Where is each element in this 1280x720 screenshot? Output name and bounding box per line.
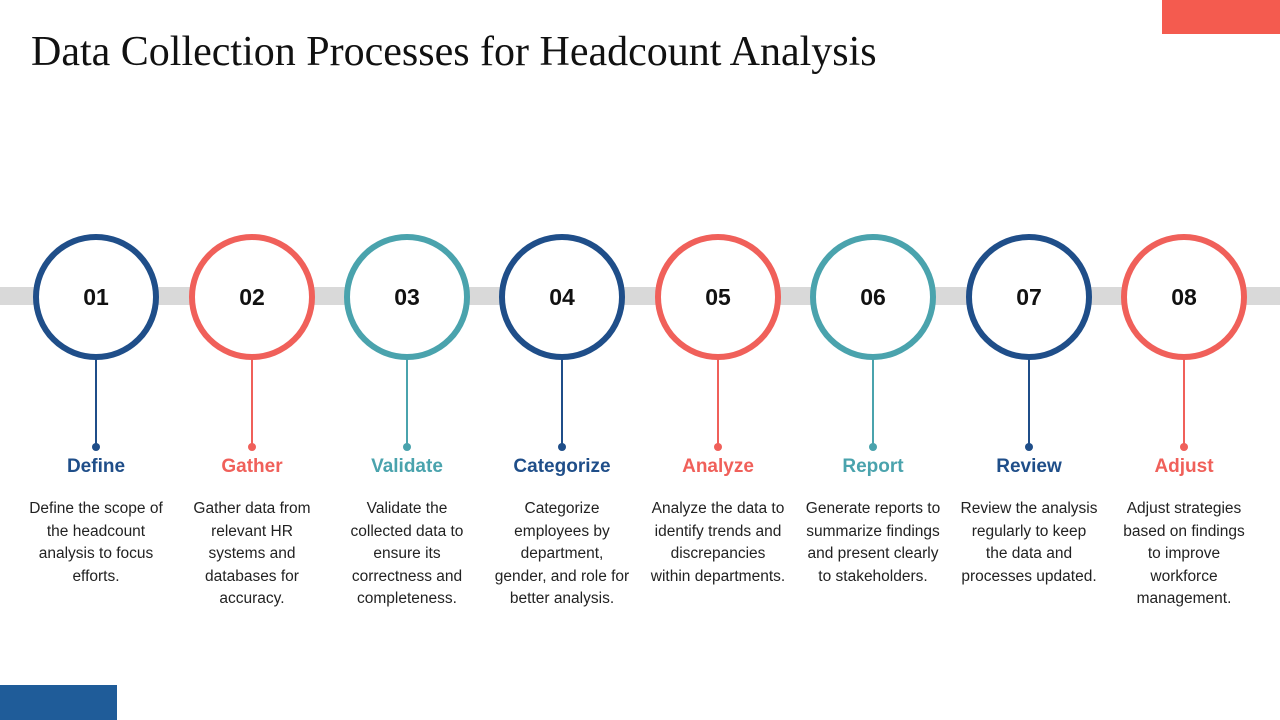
connector	[561, 357, 563, 447]
timeline-band	[0, 287, 1280, 305]
step-circle: 05	[655, 234, 781, 360]
step-label: Gather	[221, 456, 283, 477]
step-circle: 01	[33, 234, 159, 360]
step-circle: 06	[810, 234, 936, 360]
step-label: Adjust	[1154, 456, 1214, 477]
connector	[251, 357, 253, 447]
connector	[872, 357, 874, 447]
step-description: Generate reports to summarize findings a…	[805, 500, 941, 585]
step-description: Review the analysis regularly to keep th…	[960, 500, 1098, 585]
step-description: Adjust strategies based on findings to i…	[1123, 500, 1245, 607]
step-label: Report	[842, 456, 904, 477]
step-circle: 08	[1121, 234, 1247, 360]
connector-dot	[403, 443, 411, 451]
step-description: Validate the collected data to ensure it…	[350, 500, 464, 607]
step-circle: 02	[189, 234, 315, 360]
connector-dot	[869, 443, 877, 451]
step-label: Validate	[371, 456, 443, 477]
step-circle: 07	[966, 234, 1092, 360]
connector-dot	[714, 443, 722, 451]
step-label: Define	[66, 456, 126, 477]
step-circle: 04	[499, 234, 625, 360]
step-description: Gather data from relevant HR systems and…	[193, 500, 311, 607]
step-label: Categorize	[513, 456, 611, 477]
step-description: Categorize employees by department, gend…	[494, 500, 630, 607]
step-label: Review	[996, 456, 1062, 477]
connector	[1028, 357, 1030, 447]
corner-accent	[1162, 0, 1280, 34]
step-circle: 03	[344, 234, 470, 360]
step-description: Analyze the data to identify trends and …	[650, 500, 786, 585]
connector-dot	[248, 443, 256, 451]
connector	[95, 357, 97, 447]
connector-dot	[1025, 443, 1033, 451]
connector-dot	[1180, 443, 1188, 451]
corner-accent	[0, 685, 117, 720]
step-label: Analyze	[682, 456, 754, 477]
title: Data Collection Processes for Headcount …	[31, 29, 877, 75]
connector	[1183, 357, 1185, 447]
connector	[406, 357, 408, 447]
connector	[717, 357, 719, 447]
connector-dot	[558, 443, 566, 451]
step-description: Define the scope of the headcount analys…	[29, 500, 163, 585]
connector-dot	[92, 443, 100, 451]
